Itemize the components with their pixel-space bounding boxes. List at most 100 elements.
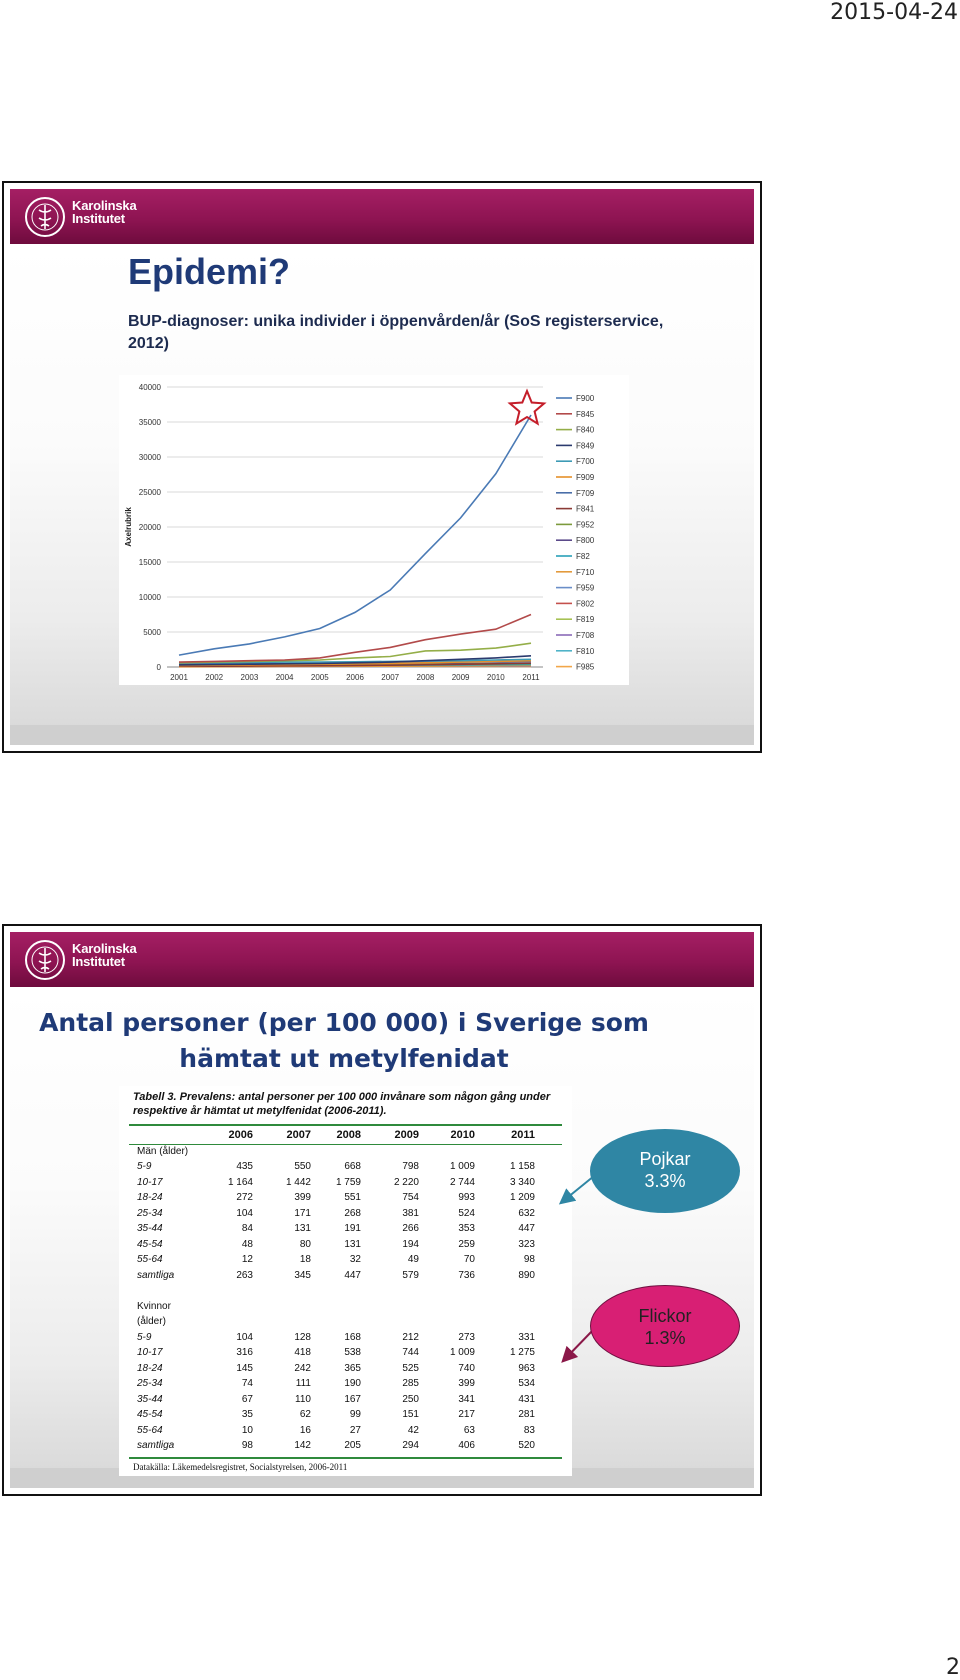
slide-header-band: Karolinska Institutet (10, 189, 754, 244)
table-row: 45-54 35 62 99 151 217 281 (133, 1407, 565, 1423)
age-label: 25-34 (137, 1207, 163, 1219)
logo-line-2: Institutet (72, 211, 125, 226)
table-row: 18-24 272 399 551 754 993 1 209 (133, 1190, 565, 1206)
y-tick-label: 20000 (139, 523, 162, 532)
group-header-row: Män (ålder) (133, 1144, 565, 1160)
table-cell: 294 (402, 1440, 419, 1451)
x-tick-label: 2010 (487, 673, 505, 682)
y-axis-label: Axelrubrik (124, 507, 133, 547)
table-cell: 145 (236, 1362, 253, 1374)
table-cell: 798 (402, 1161, 419, 1172)
karolinska-seal-icon (25, 197, 65, 237)
table-cell: 268 (344, 1207, 361, 1219)
y-tick-label: 35000 (139, 418, 162, 427)
age-label: 5-9 (137, 1331, 152, 1343)
age-label: 18-24 (137, 1192, 163, 1203)
table-cell: 1 009 (449, 1347, 475, 1358)
table-cell: 48 (241, 1238, 253, 1250)
karolinska-seal-icon (25, 940, 65, 980)
legend-entry: F810 (576, 647, 595, 656)
table-cell: 167 (344, 1393, 361, 1405)
age-label: 45-54 (137, 1238, 163, 1250)
legend-entry: F841 (576, 505, 595, 514)
x-tick-label: 2003 (241, 673, 259, 682)
table-cell: 520 (518, 1440, 535, 1451)
boys-arrow (558, 1175, 595, 1205)
table-row: 25-34 104 171 268 381 524 632 (133, 1206, 565, 1222)
logo-line-2: Institutet (72, 954, 125, 969)
y-tick-label: 10000 (139, 593, 162, 602)
table-cell: 212 (402, 1331, 419, 1343)
table-caption: Tabell 3. Prevalens: antal personer per … (133, 1091, 551, 1117)
group-header-row: Kvinnor (133, 1299, 565, 1315)
table-cell: 273 (458, 1331, 475, 1343)
legend-entry: F802 (576, 599, 595, 608)
table-cell: 42 (407, 1424, 419, 1436)
legend-entry: F700 (576, 457, 595, 466)
table-cell: 242 (294, 1362, 311, 1374)
table-cell: 190 (344, 1378, 361, 1389)
table-cell: 447 (518, 1223, 535, 1234)
table-cell: 323 (518, 1238, 535, 1250)
table-cell: 993 (458, 1192, 475, 1203)
table-cell: 754 (402, 1192, 419, 1203)
table-cell: 84 (241, 1223, 253, 1234)
table-cell: 435 (236, 1161, 253, 1172)
y-tick-label: 5000 (143, 628, 161, 637)
age-label: 25-34 (137, 1378, 163, 1389)
table-cell: 18 (299, 1254, 311, 1265)
year-header: 2007 (286, 1129, 311, 1141)
slide-epidemic-chart: Karolinska Institutet Epidemi? BUP-diagn… (2, 181, 762, 753)
table-body: 2006 2007 2008 2009 2010 2011 Män (ålder) 5-9 43… (133, 1128, 565, 1454)
table-cell: 263 (236, 1269, 253, 1281)
table-row: 10-17 1 164 1 442 1 759 2 220 2 744 3 340 (133, 1175, 565, 1191)
table-rule-bottom (129, 1457, 562, 1459)
y-tick-label: 40000 (139, 383, 162, 392)
table-row: 25-34 74 111 190 285 399 534 (133, 1376, 565, 1392)
logo-line-1: Karolinska (72, 941, 137, 956)
table-cell: 111 (295, 1378, 311, 1389)
table-cell: 524 (458, 1207, 475, 1219)
age-label: 10-17 (137, 1176, 163, 1188)
legend-entry: F840 (576, 426, 595, 435)
table-cell: 80 (299, 1238, 311, 1250)
table-cell: 365 (344, 1362, 361, 1374)
table-cell: 250 (402, 1393, 419, 1405)
table-cell: 205 (344, 1440, 361, 1451)
callout-arrows (558, 1175, 595, 1363)
legend-entry: F900 (576, 394, 595, 403)
legend-entry: F819 (576, 615, 595, 624)
slide-methylphenidate-table: Karolinska Institutet Antal personer (pe… (2, 924, 762, 1496)
table-cell: 381 (402, 1207, 419, 1219)
year-header: 2008 (336, 1129, 361, 1141)
y-tick-label: 0 (157, 663, 162, 672)
year-header: 2010 (450, 1129, 475, 1141)
table-rule-header (129, 1144, 562, 1145)
table-row: 18-24 145 242 365 525 740 963 (133, 1361, 565, 1377)
y-tick-label: 25000 (139, 488, 162, 497)
girls-arrow (561, 1328, 595, 1363)
x-tick-label: 2008 (417, 673, 435, 682)
series-line-F900 (178, 414, 532, 656)
legend-entry: F909 (576, 473, 595, 482)
x-tick-label: 2009 (452, 673, 470, 682)
age-label: 35-44 (137, 1393, 163, 1405)
table-row: 5-9 104 128 168 212 273 331 (133, 1330, 565, 1346)
table-row: 55-64 12 18 32 49 70 98 (133, 1252, 565, 1268)
table-cell: 128 (294, 1331, 311, 1343)
men-group-header: Män (ålder) (137, 1145, 189, 1157)
star-annotation-icon (507, 388, 547, 426)
logo-wordmark: Karolinska Institutet (72, 199, 137, 226)
legend-entry: F82 (576, 552, 590, 561)
legend-entry: F985 (576, 663, 595, 672)
table-cell: 316 (236, 1347, 253, 1358)
table-row: 35-44 67 110 167 250 341 431 (133, 1392, 565, 1408)
table-cell: 431 (518, 1393, 535, 1405)
table-row: 5-9 435 550 668 798 1 009 1 158 (133, 1159, 565, 1175)
series-line-F841 (178, 662, 532, 668)
x-tick-label: 2002 (205, 673, 223, 682)
table-cell: 266 (402, 1223, 419, 1234)
legend-entry: F708 (576, 631, 595, 640)
series-line-F700 (179, 658, 532, 664)
table-cell: 1 275 (509, 1347, 535, 1358)
